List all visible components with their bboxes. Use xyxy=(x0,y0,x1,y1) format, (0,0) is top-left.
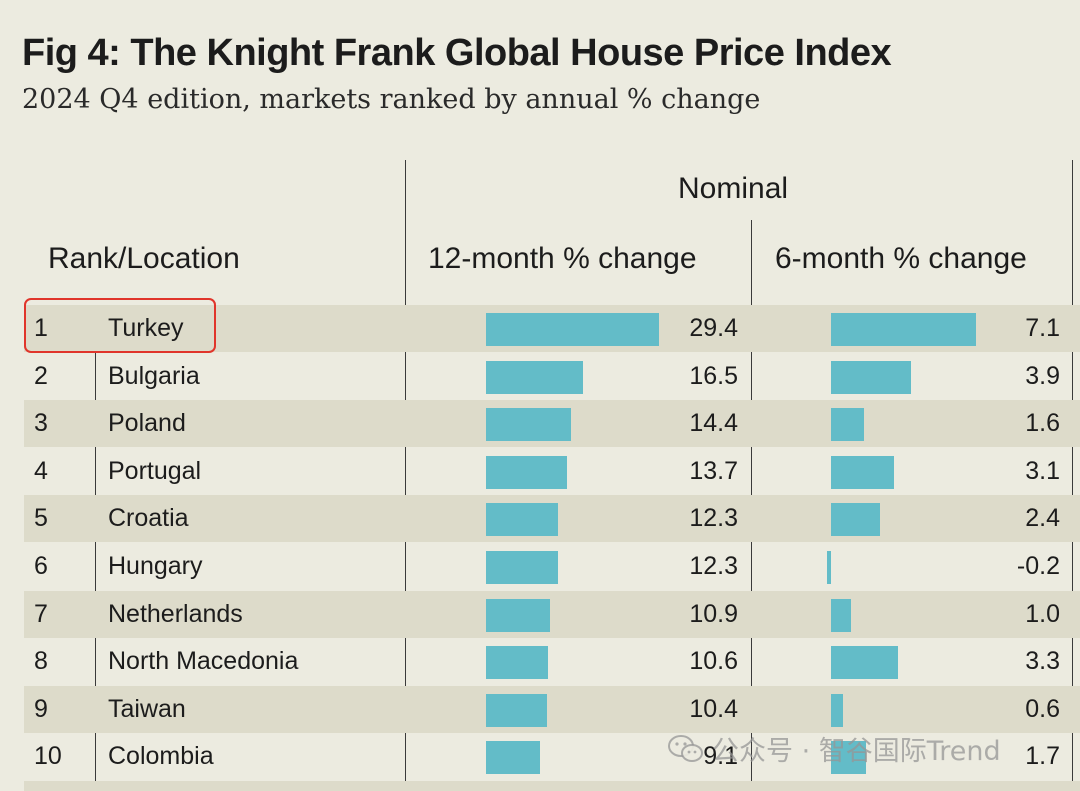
rank-cell: 9 xyxy=(34,694,48,723)
table-row: 3 Poland 14.4 1.6 xyxy=(24,400,1080,448)
rank-cell: 5 xyxy=(34,504,48,533)
rank-cell: 3 xyxy=(34,409,48,438)
value-12-month: 12.3 xyxy=(689,552,738,580)
bar-6-month xyxy=(831,360,911,394)
location-cell: Hungary xyxy=(108,552,203,580)
chart-title: Fig 4: The Knight Frank Global House Pri… xyxy=(22,32,892,74)
location-cell: Turkey xyxy=(108,314,184,342)
column-header-rank-location: Rank/Location xyxy=(48,242,240,275)
value-6-month: -0.2 xyxy=(1016,552,1060,580)
location-cell: Portugal xyxy=(108,456,202,485)
value-6-month: 3.3 xyxy=(1025,647,1060,676)
table-row: 2 Bulgaria 16.5 3.9 xyxy=(24,353,1080,400)
rank-cell: 10 xyxy=(34,742,62,771)
bar-12-month xyxy=(486,503,559,537)
location-cell: Bulgaria xyxy=(108,361,200,390)
value-6-month: 3.9 xyxy=(1025,361,1060,390)
location-cell: Colombia xyxy=(108,742,214,771)
location-cell: Croatia xyxy=(108,504,189,533)
table-row: 10 Colombia 9.1 1.7 xyxy=(24,733,1080,780)
table-row: 7 Netherlands 10.9 1.0 xyxy=(24,590,1080,638)
value-12-month: 12.3 xyxy=(689,504,738,533)
bar-12-month xyxy=(486,455,567,489)
divider-left xyxy=(405,160,406,791)
bar-6-month xyxy=(831,693,844,727)
group-header-nominal: Nominal xyxy=(678,172,789,205)
bar-6-month xyxy=(831,503,880,537)
bar-6-month xyxy=(831,313,976,346)
table-row: 5 Croatia 12.3 2.4 xyxy=(24,495,1080,543)
table-row: 8 North Macedonia 10.6 3.3 xyxy=(24,638,1080,685)
value-12-month: 10.4 xyxy=(689,694,738,723)
value-12-month: 10.9 xyxy=(689,599,738,628)
value-6-month: 1.0 xyxy=(1025,599,1060,628)
bar-12-month xyxy=(486,741,540,775)
divider-right xyxy=(1072,160,1073,791)
bar-12-month xyxy=(486,551,559,584)
chart-subtitle: 2024 Q4 edition, markets ranked by annua… xyxy=(22,84,761,115)
location-cell: North Macedonia xyxy=(108,647,299,676)
value-6-month: 1.6 xyxy=(1025,409,1060,438)
column-header-6-month: 6-month % change xyxy=(775,242,1027,275)
rank-cell: 8 xyxy=(34,647,48,676)
location-cell: Taiwan xyxy=(108,694,186,723)
column-header-12-month: 12-month % change xyxy=(428,242,697,275)
location-cell: Poland xyxy=(108,409,186,438)
value-6-month: 1.7 xyxy=(1025,742,1060,771)
value-12-month: 9.1 xyxy=(703,742,738,771)
value-12-month: 29.4 xyxy=(689,314,738,342)
divider-rank xyxy=(95,305,96,791)
rank-cell: 1 xyxy=(34,314,48,342)
bar-12-month xyxy=(486,693,548,727)
table-row: 6 Hungary 12.3 -0.2 xyxy=(24,543,1080,590)
value-6-month: 7.1 xyxy=(1025,314,1060,342)
value-12-month: 16.5 xyxy=(689,361,738,390)
value-12-month: 14.4 xyxy=(689,409,738,438)
value-12-month: 13.7 xyxy=(689,456,738,485)
wechat-icon xyxy=(668,734,703,762)
table-row-partial xyxy=(24,781,1080,791)
value-12-month: 10.6 xyxy=(689,647,738,676)
value-6-month: 0.6 xyxy=(1025,694,1060,723)
watermark: 公众号 · 智谷国际Trend xyxy=(668,729,1001,768)
bar-6-month xyxy=(831,646,899,680)
bar-6-month xyxy=(831,598,852,632)
value-6-month: 2.4 xyxy=(1025,504,1060,533)
rank-cell: 7 xyxy=(34,599,48,628)
bar-6-month xyxy=(826,551,831,584)
bar-12-month xyxy=(486,408,571,442)
rank-cell: 6 xyxy=(34,552,48,580)
value-6-month: 3.1 xyxy=(1025,456,1060,485)
bar-6-month xyxy=(831,455,895,489)
table-row: 4 Portugal 13.7 3.1 xyxy=(24,448,1080,495)
bar-6-month xyxy=(831,741,866,775)
highlight-box xyxy=(24,298,216,353)
bar-12-month xyxy=(486,313,659,346)
rank-cell: 4 xyxy=(34,456,48,485)
table-row: 1 Turkey 29.4 7.1 xyxy=(24,305,1080,352)
watermark-text: 公众号 · 智谷国际Trend xyxy=(712,736,1001,767)
rank-cell: 2 xyxy=(34,361,48,390)
bar-12-month xyxy=(486,360,584,394)
location-cell: Netherlands xyxy=(108,599,243,628)
bar-12-month xyxy=(486,646,549,680)
bar-12-month xyxy=(486,598,551,632)
bar-6-month xyxy=(831,408,864,442)
table-row: 9 Taiwan 10.4 0.6 xyxy=(24,685,1080,733)
